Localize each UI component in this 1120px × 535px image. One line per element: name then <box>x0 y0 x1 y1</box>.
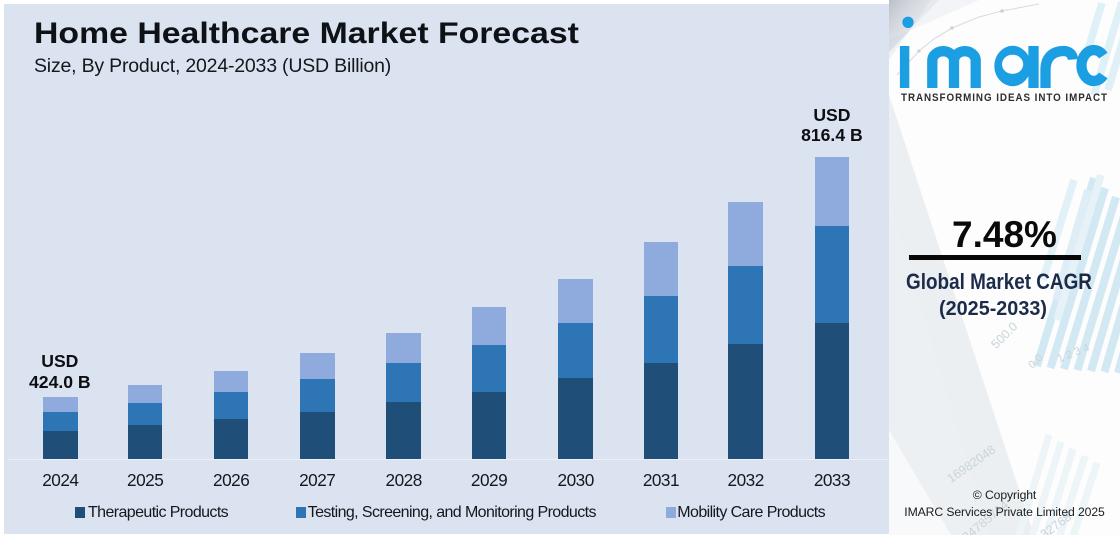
svg-text:TRANSFORMING IDEAS INTO IMPACT: TRANSFORMING IDEAS INTO IMPACT <box>901 92 1108 104</box>
